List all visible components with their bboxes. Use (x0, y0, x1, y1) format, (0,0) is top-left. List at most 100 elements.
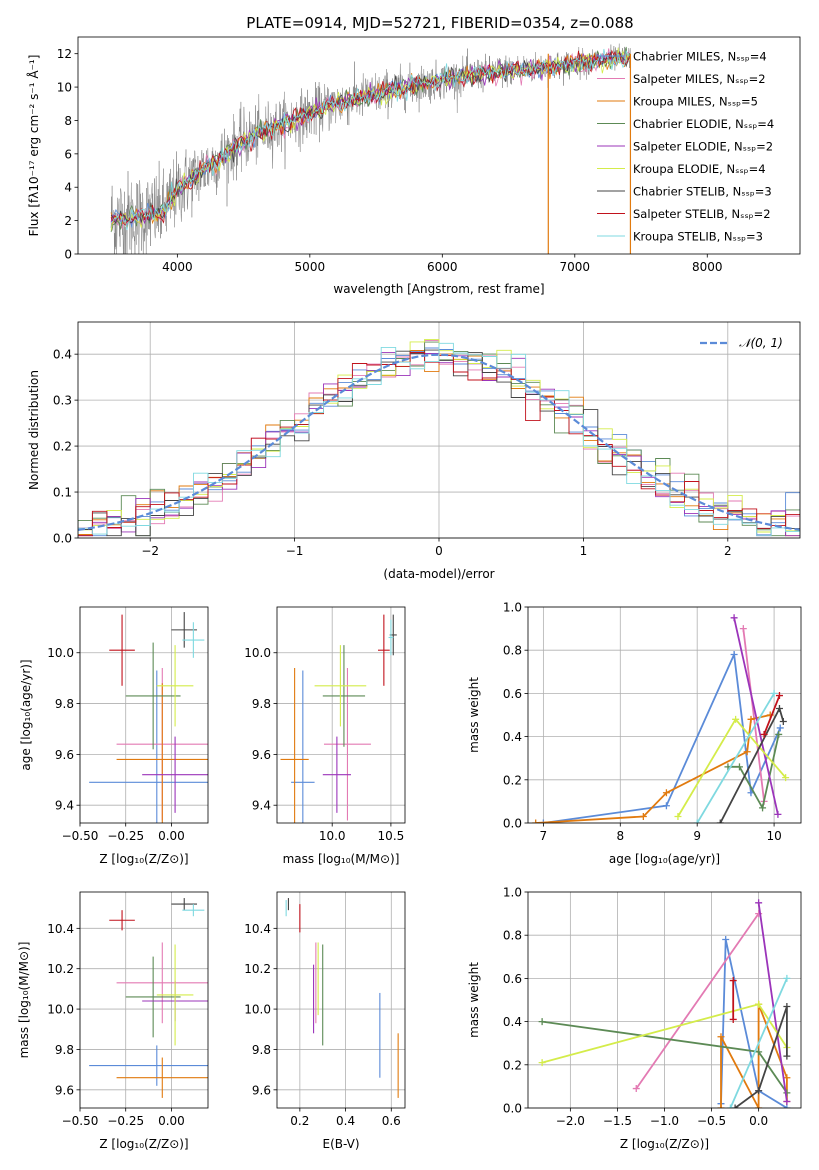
series-marker (783, 1052, 791, 1060)
x-axis-label: (data-model)/error (383, 567, 494, 581)
mass_vs_Z-axes: −0.50 −0.25 0.00 9.6 9.8 10.0 10.2 10.4 Z [log₁₀… (17, 891, 209, 1151)
y-tick-label: 0.4 (53, 348, 72, 362)
plot-area (538, 899, 791, 1108)
plot-area (280, 614, 397, 823)
series-marker (739, 625, 747, 633)
series-marker (775, 730, 783, 738)
x-axis-label: age [log₁₀(age/yr)] (609, 852, 720, 866)
y-tick-label: 0.4 (503, 1015, 522, 1029)
x-tick-label: 5000 (295, 260, 326, 274)
series-line (635, 913, 760, 1090)
x-tick-label: −1 (286, 544, 304, 558)
x-tick-label: 0 (435, 544, 443, 558)
series-marker (538, 1018, 546, 1026)
series-line (733, 617, 779, 815)
age_vs_mass-axes: 10.0 10.5 9.4 9.6 9.8 10.0 mass [log₁₀(M/M⊙)] (244, 606, 406, 866)
series-marker (716, 819, 724, 823)
axes-frame (527, 891, 802, 1109)
y-tick-label: 10.4 (47, 922, 74, 936)
series-marker (732, 715, 740, 723)
series-marker (782, 774, 790, 782)
y-tick-label: 10.0 (244, 646, 271, 660)
x-tick-label: 1 (580, 544, 588, 558)
spectrum-model-line (110, 52, 630, 228)
series-marker (743, 748, 751, 756)
spectrum-model-line (110, 46, 630, 233)
legend-label: Kroupa STELIB, Nₛₛₚ=3 (633, 230, 763, 244)
y-tick-label: 10.4 (244, 922, 271, 936)
axes-frame (527, 606, 802, 824)
x-tick-label: −0.50 (62, 1114, 99, 1128)
x-tick-label: 8 (616, 829, 624, 843)
y-axis-label: mass [log₁₀(M/M⊙)] (17, 942, 31, 1059)
y-tick-label: 1.0 (503, 886, 522, 900)
normal-curve (78, 353, 800, 531)
x-tick-label: 6000 (427, 260, 458, 274)
axes-frame (276, 606, 406, 824)
x-axis-label: Z [log₁₀(Z/Z⊙)] (99, 1137, 188, 1151)
x-tick-label: −2 (141, 544, 159, 558)
y-tick-label: 0.8 (503, 644, 522, 658)
spectrum-model-line (110, 53, 630, 226)
weight_vs_Z-axes: −2.0 −1.5 −1.0 −0.5 0.0 0.0 0.2 0.4 0.6 0.8 1.0 Z [… (467, 886, 802, 1151)
plot-area (285, 898, 399, 1098)
legend-label: 𝒩(0, 1) (739, 336, 783, 350)
series-line (535, 714, 771, 823)
x-tick-label: −0.25 (107, 829, 144, 843)
series-marker (779, 717, 787, 725)
x-tick-label: −0.5 (697, 1114, 726, 1128)
series-marker (759, 804, 767, 812)
series-marker (731, 1104, 739, 1108)
y-tick-label: 6 (64, 147, 72, 161)
y-axis-label: age [log₁₀(age/yr)] (19, 659, 33, 770)
y-tick-label: 0.0 (53, 532, 72, 546)
series-marker (722, 936, 730, 944)
legend-label: Chabrier STELIB, Nₛₛₚ=3 (633, 185, 772, 199)
y-tick-label: 0.8 (503, 929, 522, 943)
series-marker (730, 651, 738, 659)
series-marker (735, 763, 743, 771)
series-marker (632, 1085, 640, 1093)
figure-title: PLATE=0914, MJD=52721, FIBERID=0354, z=0… (246, 14, 633, 32)
plot-area (78, 338, 800, 538)
y-tick-label: 10.2 (244, 962, 271, 976)
series-marker (776, 724, 784, 732)
series-marker (532, 819, 540, 823)
x-tick-label: 10.5 (378, 829, 405, 843)
axes-frame (276, 891, 406, 1109)
y-axis-label: Flux [fλ10⁻¹⁷ erg cm⁻² s⁻¹ Å⁻¹] (26, 55, 41, 237)
y-axis-label: mass weight (467, 677, 481, 753)
series-line (720, 939, 788, 1108)
spectrum-model-line (110, 48, 630, 230)
series-marker (760, 730, 768, 738)
series-marker (747, 715, 755, 723)
series-marker (662, 789, 670, 797)
x-tick-label: 0.0 (749, 1114, 768, 1128)
y-tick-label: 0.4 (503, 730, 522, 744)
spectrum-model-line (110, 49, 630, 226)
x-tick-label: 9 (693, 829, 701, 843)
series-marker (774, 810, 782, 818)
series-marker (755, 1087, 763, 1095)
x-axis-label: E(B-V) (322, 1137, 359, 1151)
y-tick-label: 0.0 (503, 817, 522, 831)
y-tick-label: 10.0 (244, 1003, 271, 1017)
series-marker (717, 1033, 725, 1041)
series-marker (730, 614, 738, 622)
y-tick-label: 1.0 (503, 601, 522, 615)
y-tick-label: 0.0 (503, 1102, 522, 1116)
series-marker (783, 1104, 791, 1108)
x-tick-label: 7000 (560, 260, 591, 274)
x-tick-label: 4000 (162, 260, 193, 274)
y-tick-label: 9.4 (55, 799, 74, 813)
legend-label: Kroupa ELODIE, Nₛₛₚ=4 (633, 162, 766, 176)
series-marker (783, 1098, 791, 1106)
y-tick-label: 12 (57, 47, 72, 61)
series-marker (755, 1104, 763, 1108)
series-line (763, 695, 781, 735)
spectrum-model-line (110, 48, 630, 231)
series-marker (662, 802, 670, 810)
series-marker (775, 705, 783, 713)
x-axis-label: Z [log₁₀(Z/Z⊙)] (99, 852, 188, 866)
y-tick-label: 10.0 (47, 1003, 74, 1017)
